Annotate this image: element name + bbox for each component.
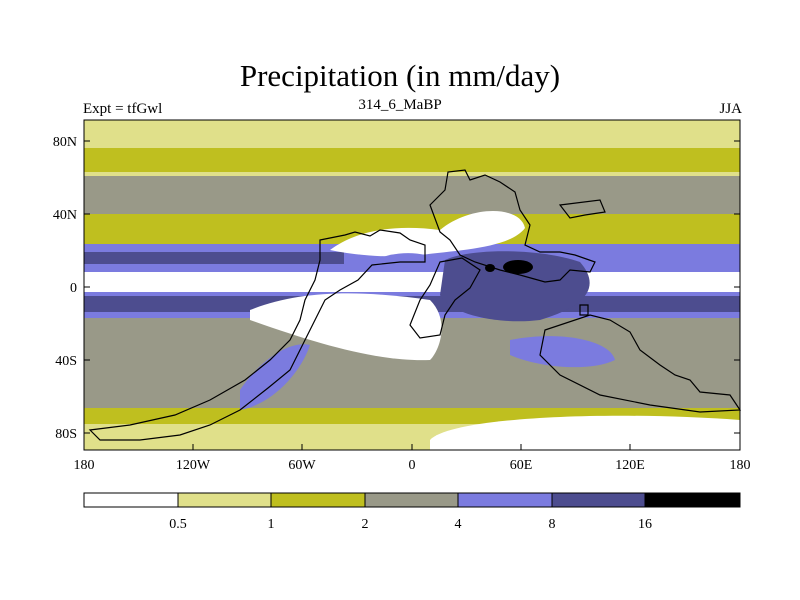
continent-australia-outline (539, 314, 742, 413)
colorbar-swatch-1 (177, 492, 272, 508)
lon-label-180w: 180 (74, 458, 95, 473)
lat-label-40s: 40S (55, 354, 77, 369)
lon-label-0: 0 (409, 458, 416, 473)
continent-eurasia-outline (429, 169, 596, 283)
colorbar-swatch-5 (551, 492, 646, 508)
experiment-label: Expt = tfGwl (83, 101, 163, 117)
lon-label-120w: 120W (176, 458, 211, 473)
band-sh-midlat (84, 368, 740, 410)
pacific-wet-patch (510, 336, 615, 368)
colorbar-labels: 0.5 1 2 4 8 16 (169, 517, 652, 532)
colorbar-swatch-2 (270, 492, 366, 508)
coastlines (88, 169, 742, 441)
island-outline (579, 304, 589, 316)
map-title: Precipitation (in mm/day) (239, 58, 561, 93)
colorbar-swatch-3 (364, 492, 459, 508)
season-label: JJA (719, 101, 742, 117)
lon-label-60w: 60W (288, 458, 316, 473)
colorbar (83, 492, 741, 508)
lat-labels: 80N 40N 0 40S 80S (53, 135, 77, 442)
antarctic-dry-zone (430, 415, 740, 450)
band-equator-dry (84, 272, 740, 292)
atlantic-dry-zone (250, 293, 442, 361)
lon-ticks (83, 444, 741, 450)
lat-ticks (84, 140, 740, 434)
colorbar-label-0: 0.5 (169, 517, 187, 532)
band-itcz-north (84, 252, 344, 264)
lon-label-120e: 120E (615, 458, 645, 473)
colorbar-swatch-0 (83, 492, 179, 508)
colorbar-label-4: 8 (549, 517, 556, 532)
east-asia-outline (558, 199, 606, 219)
sahara-dry-zone (330, 210, 525, 257)
colorbar-swatch-4 (457, 492, 553, 508)
lat-label-0: 0 (70, 281, 77, 296)
colorbar-swatch-6 (644, 492, 741, 508)
continent-africa-outline (409, 257, 481, 339)
colorbar-label-3: 4 (455, 517, 462, 532)
band-arctic-wet (84, 148, 740, 172)
case-label: 314_6_MaBP (358, 97, 442, 113)
lat-label-80s: 80S (55, 427, 77, 442)
colorbar-label-1: 1 (268, 517, 275, 532)
lat-label-40n: 40N (53, 208, 77, 223)
colorbar-label-2: 2 (362, 517, 369, 532)
lon-label-60e: 60E (510, 458, 533, 473)
lon-label-180e: 180 (730, 458, 751, 473)
monsoon-peak (503, 260, 533, 274)
lon-labels: 180 120W 60W 0 60E 120E 180 (74, 458, 751, 473)
continent-americas-outline (88, 229, 426, 441)
colorbar-label-5: 16 (638, 517, 652, 532)
lat-label-80n: 80N (53, 135, 77, 150)
band-nh-midlat (84, 176, 740, 216)
south-america-wet (240, 344, 310, 410)
map-field (84, 120, 740, 450)
